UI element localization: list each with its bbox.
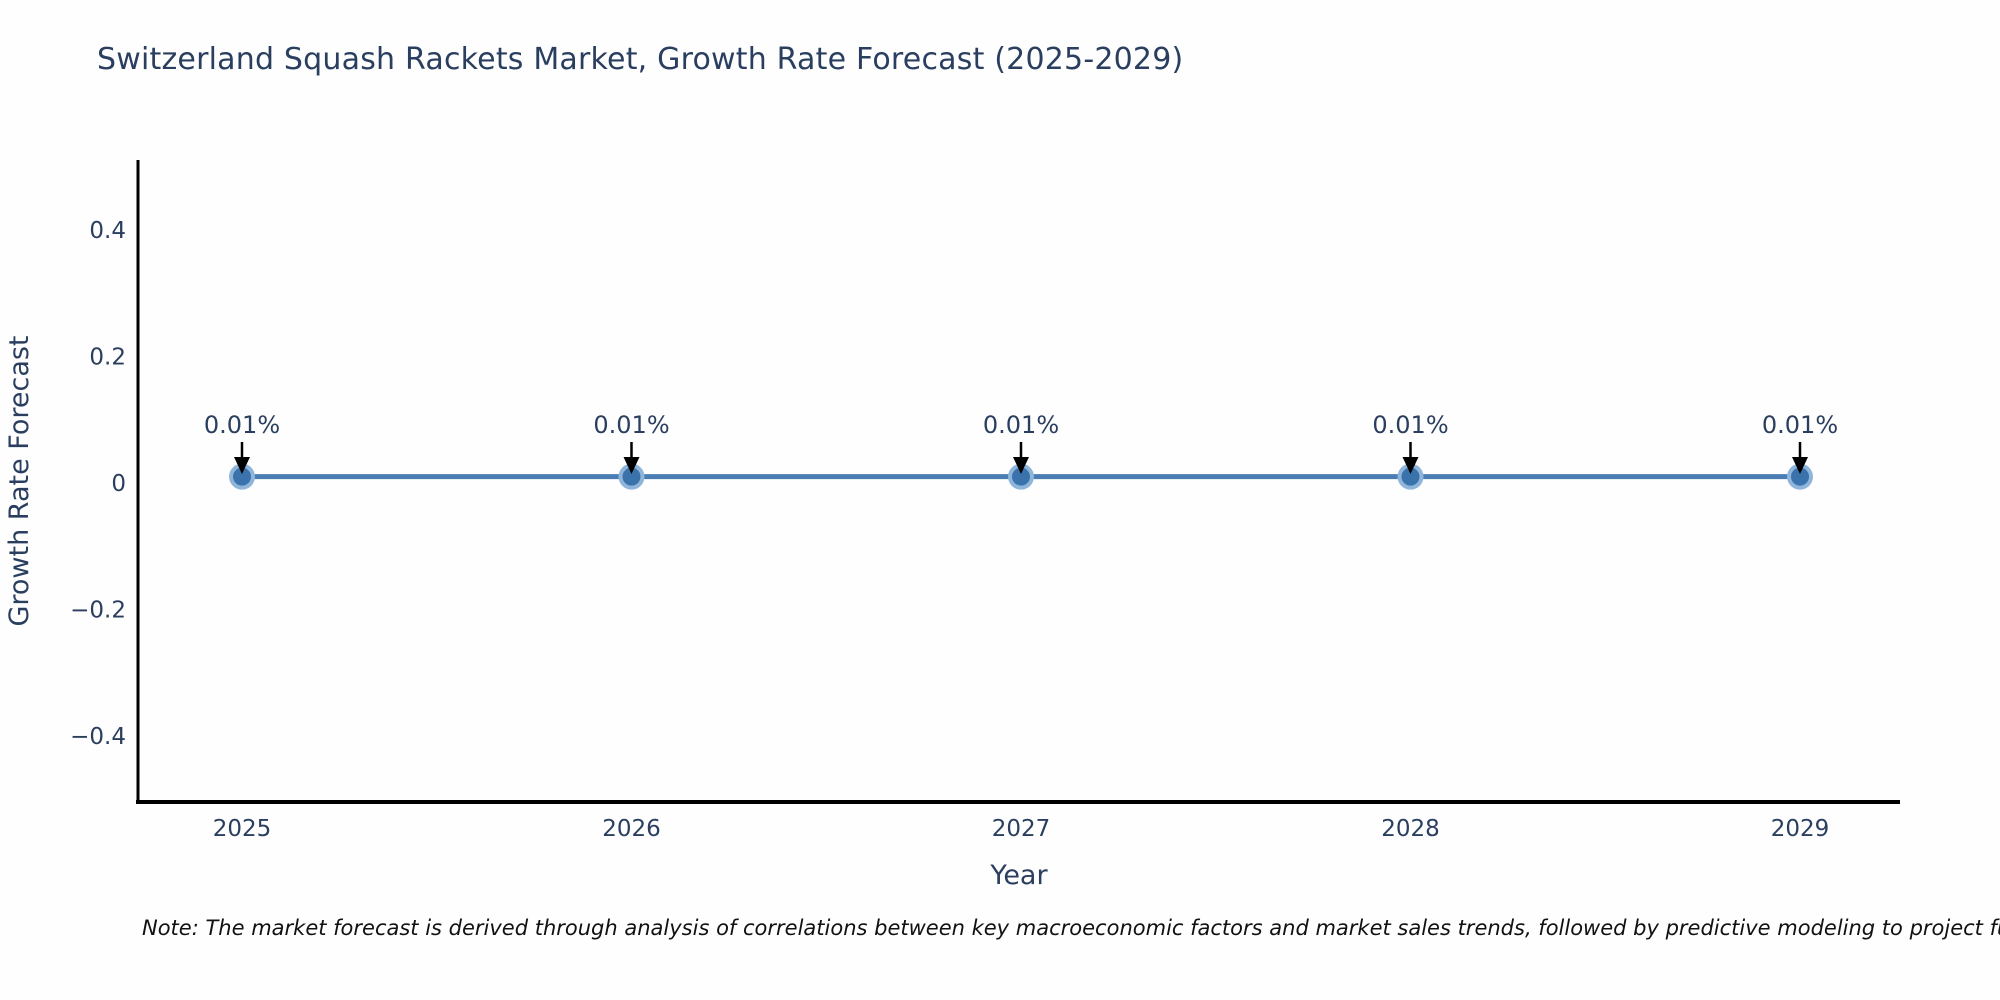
y-tick-label: −0.2 — [70, 597, 126, 623]
y-tick-label: 0.4 — [89, 218, 126, 244]
x-tick-label: 2028 — [1381, 816, 1440, 842]
x-tick-label: 2029 — [1771, 816, 1830, 842]
y-tick-label: 0 — [111, 471, 126, 497]
point-annotation-label: 0.01% — [1762, 411, 1838, 439]
point-annotation-label: 0.01% — [1372, 411, 1448, 439]
annotation-arrowhead — [1013, 457, 1029, 474]
annotation-arrowhead — [1792, 457, 1808, 474]
x-tick-label: 2025 — [213, 816, 272, 842]
y-axis-title: Growth Rate Forecast — [4, 335, 35, 626]
x-tick-label: 2027 — [992, 816, 1051, 842]
y-tick-label: −0.4 — [70, 724, 126, 750]
point-annotation-label: 0.01% — [593, 411, 669, 439]
chart-title: Switzerland Squash Rackets Market, Growt… — [97, 42, 1184, 77]
x-tick-label: 2026 — [602, 816, 661, 842]
annotation-arrowhead — [234, 457, 250, 474]
annotation-arrowhead — [623, 457, 640, 474]
footnote: Note: The market forecast is derived thr… — [142, 916, 2000, 940]
point-annotation-label: 0.01% — [983, 411, 1059, 439]
annotation-arrowhead — [1402, 457, 1419, 474]
x-axis-title: Year — [989, 860, 1048, 891]
y-tick-label: 0.2 — [89, 345, 126, 371]
point-annotation-label: 0.01% — [204, 411, 280, 439]
